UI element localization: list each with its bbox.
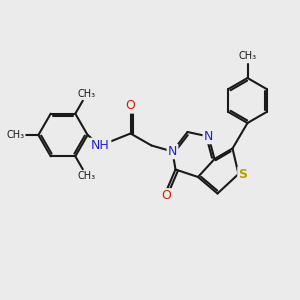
Text: N: N xyxy=(204,130,213,143)
Text: CH₃: CH₃ xyxy=(77,171,96,181)
Text: N: N xyxy=(168,145,177,158)
Text: O: O xyxy=(162,189,171,203)
Text: S: S xyxy=(238,167,247,181)
Text: CH₃: CH₃ xyxy=(238,51,256,62)
Text: O: O xyxy=(126,99,135,112)
Text: CH₃: CH₃ xyxy=(77,89,96,99)
Text: CH₃: CH₃ xyxy=(7,130,25,140)
Text: NH: NH xyxy=(91,139,110,152)
